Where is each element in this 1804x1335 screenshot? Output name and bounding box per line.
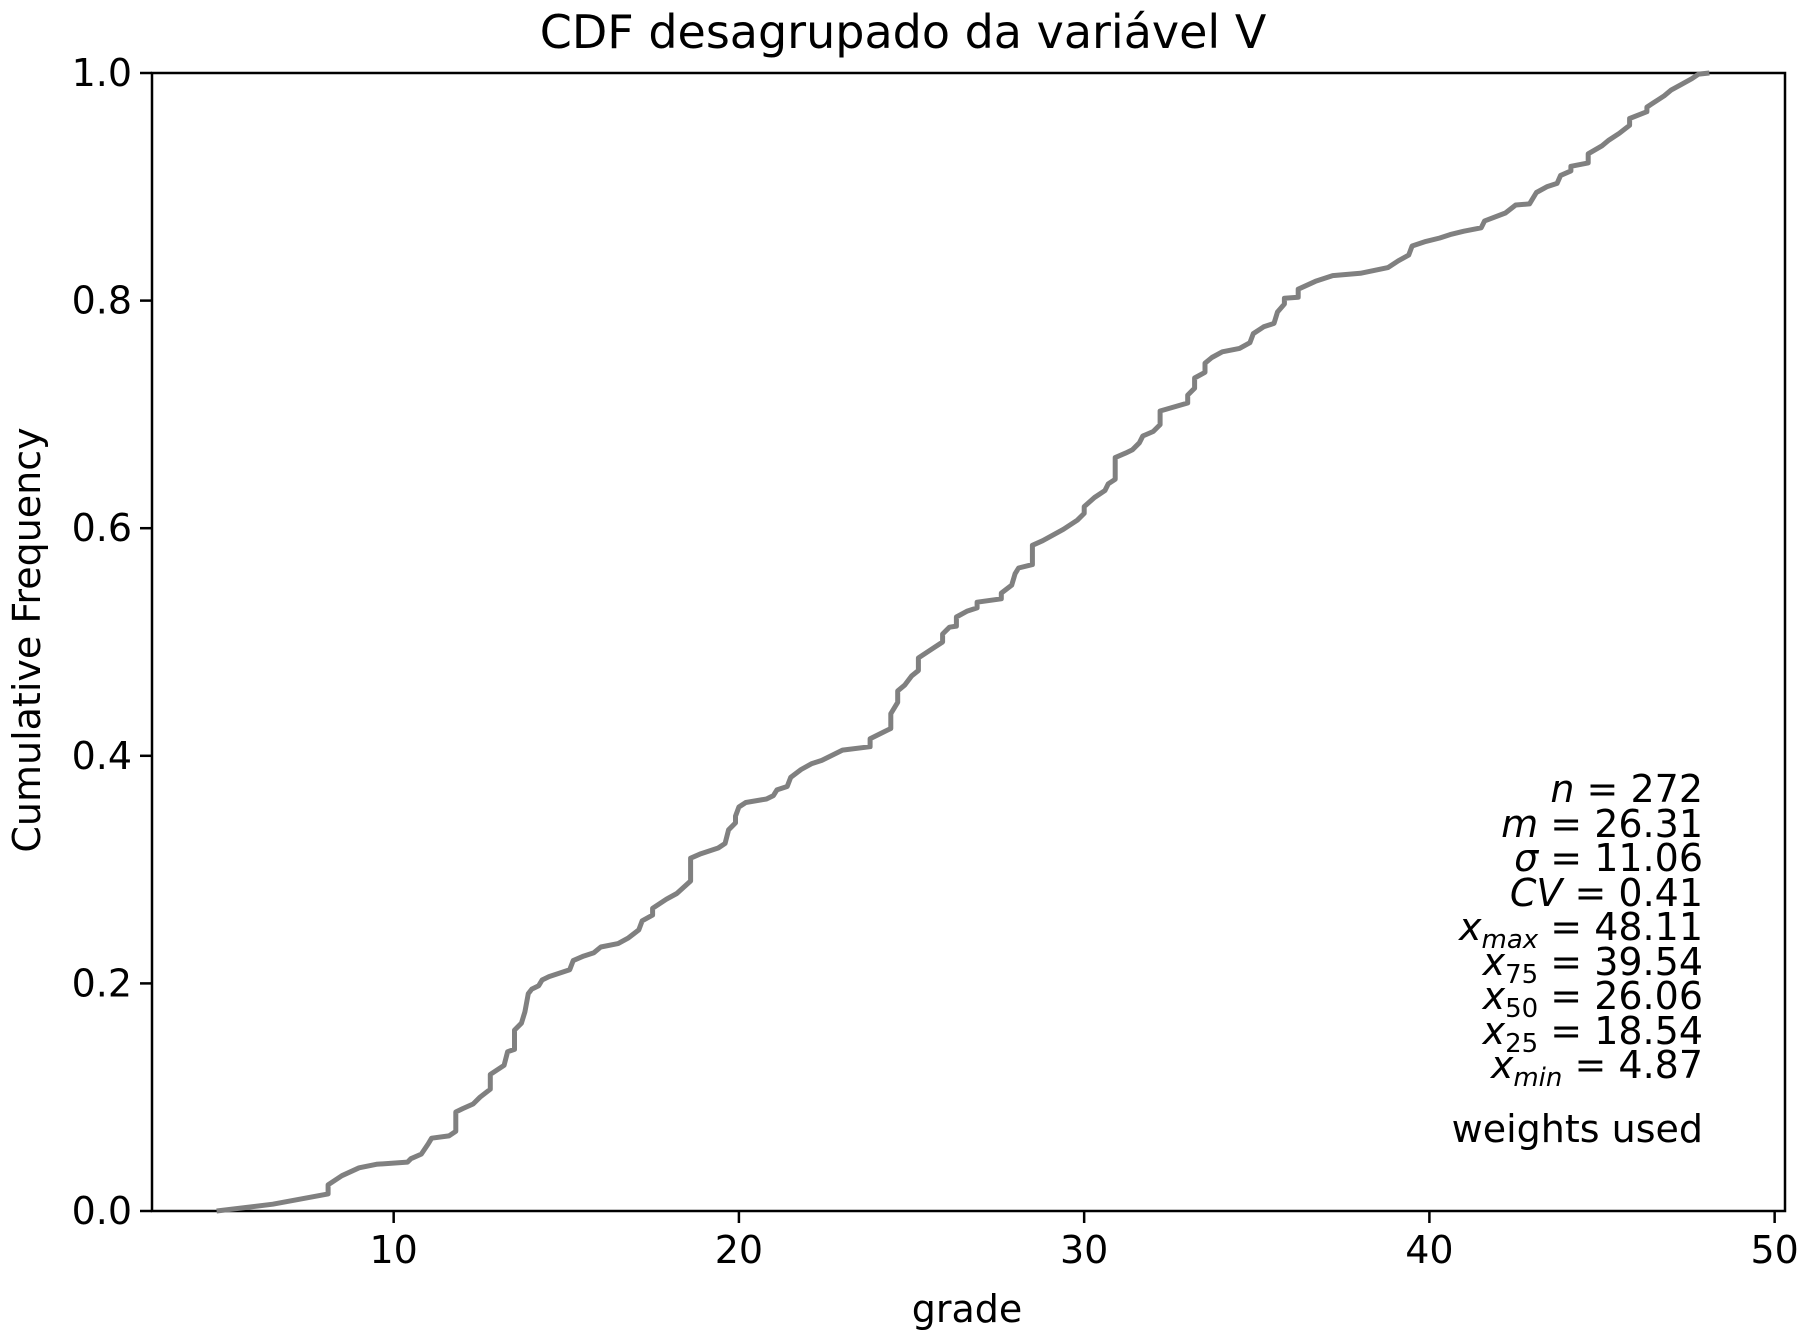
- stat-mean-equals: =: [1538, 802, 1594, 846]
- stat-x50-symbol: x: [1482, 974, 1506, 1018]
- stat-sigma-symbol: σ: [1514, 836, 1540, 880]
- x-axis-label: grade: [912, 1287, 1023, 1331]
- axes: 10 20 30 40 50 0.0 0.2 0.4 0.6 0.8 1.0: [72, 51, 1799, 1272]
- stat-xmax-equals: =: [1538, 905, 1594, 949]
- stat-x25-subscript: 25: [1505, 1029, 1538, 1059]
- stat-xmax: xmax = 48.11: [1458, 905, 1703, 955]
- stat-xmax-symbol: x: [1458, 905, 1482, 949]
- y-tick-label: 0.8: [72, 279, 132, 323]
- stat-x25: x25 = 18.54: [1482, 1009, 1703, 1059]
- stat-x25-symbol: x: [1482, 1009, 1506, 1053]
- stat-cv-equals: =: [1562, 871, 1618, 915]
- y-tick-label: 0.0: [72, 1189, 132, 1233]
- stat-x50: x50 = 26.06: [1482, 974, 1703, 1024]
- stat-x25-value: 18.54: [1594, 1009, 1703, 1053]
- plot-frame: [150, 71, 1787, 1213]
- stat-x50-subscript: 50: [1505, 994, 1538, 1024]
- weights-note: weights used: [1452, 1107, 1703, 1151]
- stat-cv-value: 0.41: [1618, 871, 1703, 915]
- stat-n-symbol: n: [1550, 767, 1574, 811]
- stat-x75-value: 39.54: [1594, 940, 1703, 984]
- stat-mean-symbol: m: [1501, 802, 1538, 846]
- y-tick-label: 0.2: [72, 961, 132, 1005]
- stat-cv-symbol: CV: [1510, 871, 1566, 915]
- stat-xmax-subscript: max: [1482, 925, 1539, 955]
- stat-x50-value: 26.06: [1594, 974, 1703, 1018]
- stat-x75: x75 = 39.54: [1482, 940, 1703, 990]
- stat-xmin-value: 4.87: [1618, 1043, 1703, 1087]
- y-tick-label: 0.6: [72, 506, 132, 550]
- stat-xmin-equals: =: [1562, 1043, 1618, 1087]
- stat-mean-value: 26.31: [1594, 802, 1703, 846]
- stat-mean: m = 26.31: [1501, 802, 1703, 846]
- x-tick-label: 40: [1405, 1228, 1453, 1272]
- x-tick-label: 10: [369, 1228, 417, 1272]
- stat-sigma-equals: =: [1538, 836, 1594, 880]
- stat-sigma: σ = 11.06: [1514, 836, 1703, 880]
- cdf-line-group: [216, 70, 1710, 1214]
- stat-x75-equals: =: [1538, 940, 1594, 984]
- stats-box: n = 272 m = 26.31 σ = 11.06 CV = 0.41 xm…: [1452, 767, 1703, 1151]
- stat-x25-equals: =: [1538, 1009, 1594, 1053]
- y-axis-label: Cumulative Frequency: [5, 427, 49, 852]
- stat-cv: CV = 0.41: [1510, 871, 1703, 915]
- stat-xmax-value: 48.11: [1594, 905, 1703, 949]
- stat-sigma-value: 11.06: [1594, 836, 1703, 880]
- chart-title: CDF desagrupado da variável V: [540, 5, 1267, 59]
- x-tick-label: 30: [1060, 1228, 1108, 1272]
- x-tick-label: 50: [1750, 1228, 1798, 1272]
- stat-x50-equals: =: [1538, 974, 1594, 1018]
- y-tick-label: 0.4: [72, 734, 132, 778]
- stat-xmin: xmin = 4.87: [1490, 1043, 1703, 1093]
- stat-x75-subscript: 75: [1505, 960, 1538, 990]
- stat-x75-symbol: x: [1482, 940, 1506, 984]
- cdf-line: [216, 70, 1710, 1214]
- stat-xmin-symbol: x: [1490, 1043, 1514, 1087]
- y-tick-label: 1.0: [72, 51, 132, 95]
- x-tick-label: 20: [715, 1228, 763, 1272]
- stat-n: n = 272: [1550, 767, 1703, 811]
- stat-n-value: 272: [1630, 767, 1703, 811]
- stat-xmin-subscript: min: [1513, 1063, 1562, 1093]
- stat-n-equals: =: [1574, 767, 1630, 811]
